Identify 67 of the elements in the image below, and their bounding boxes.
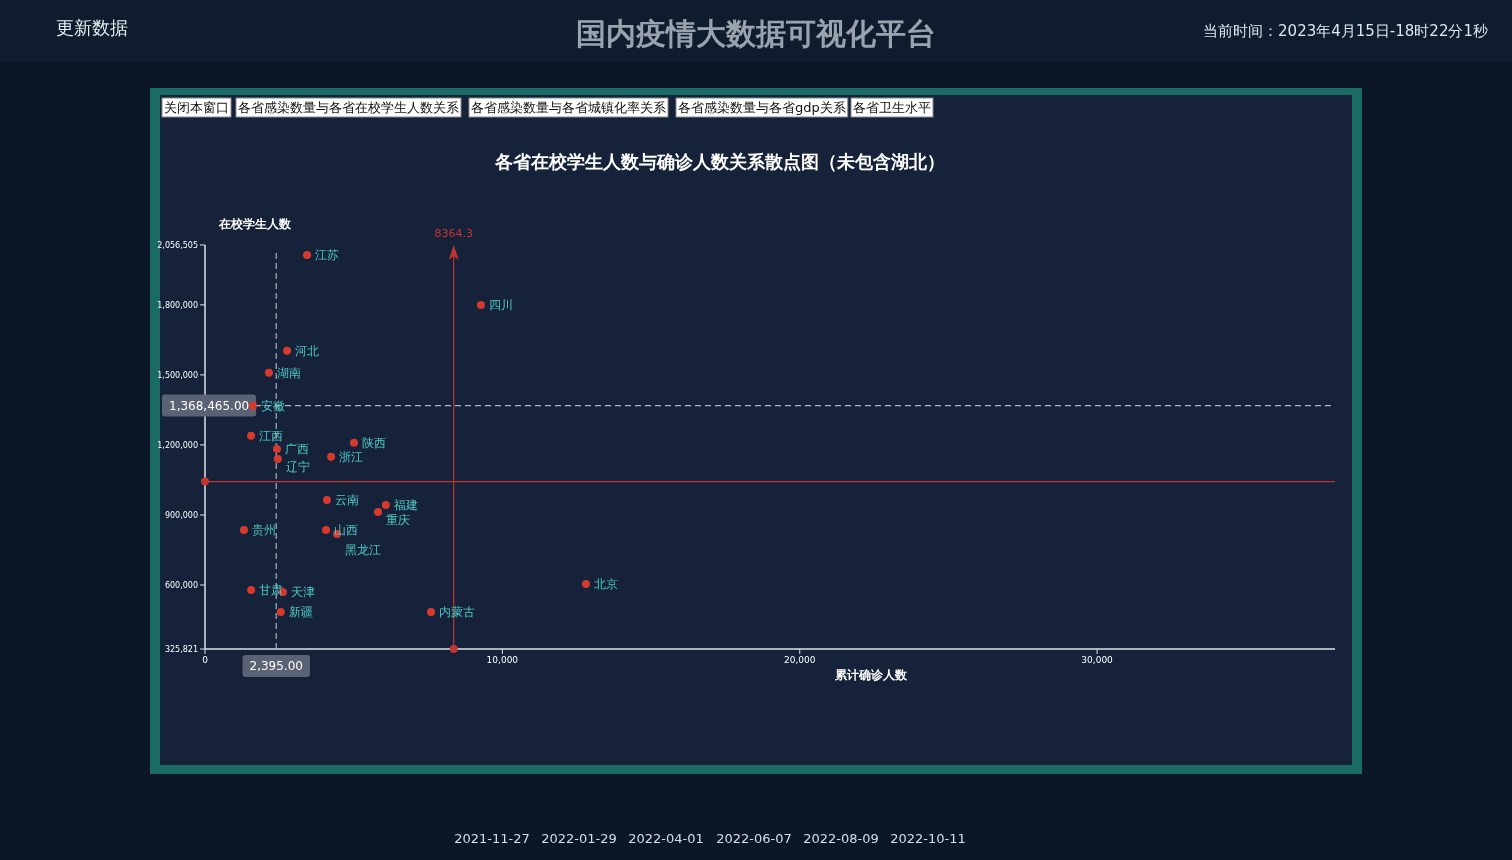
y-tick-label: 1,500,000 [157,370,198,380]
text: 各省感染数量与各省在校学生人数关系 [238,100,459,115]
point [283,346,292,355]
text: 2022-10-11 [890,831,966,846]
y-tick-label: 600,000 [164,581,198,590]
text: 各省感染数量与各省gdp关系 [678,100,846,115]
annotation: 北京 [593,577,618,592]
annotation: 福建 [393,497,418,512]
annotation: 云南 [334,493,359,508]
point [247,431,256,440]
annotation: 陕西 [361,435,386,450]
point [381,500,390,509]
point [327,452,336,461]
annotation: 天津 [290,585,315,599]
annotation: 黑龙江 [345,542,382,557]
point [427,608,435,617]
ref-line-label: 2,395.00 [249,659,303,673]
x-axis-title: 累计确诊人数 [834,668,908,682]
annotation: 河北 [295,343,320,358]
text: 2022-06-07 [716,831,792,846]
annotation: 重庆 [386,512,411,527]
x-tick-label: 10,000 [486,655,519,665]
point [239,525,248,534]
point [322,496,331,505]
annotation: 浙江 [339,449,364,464]
text: 各省感染数量与各省城镇化率关系 [471,100,666,115]
text: 国内疫情大数据可视化平台 [576,16,936,51]
text: 2021-11-27 [454,831,530,846]
x-tick-label: 30,000 [1081,655,1114,665]
ref-line-label: 8364.3 [434,227,473,240]
y-tick-label: 900,000 [164,510,198,520]
y-tick-label: 325,821 [164,645,198,654]
annotation: 新疆 [288,605,313,620]
point [247,585,256,594]
y-tick-label: 2,056,505 [157,241,198,250]
chart-title: 各省在校学生人数与确诊人数关系散点图（未包含湖北） [494,151,945,172]
point [264,368,273,377]
point [374,507,383,516]
text: 更新数据 [56,17,128,38]
annotation: 贵州 [251,522,276,537]
y-tick-label: 1,200,000 [157,440,198,450]
y-tick-label: 1,800,000 [157,300,198,310]
point [581,580,590,589]
text: 2022-04-01 [628,831,704,846]
annotation: 江苏 [315,247,339,262]
point [476,300,485,309]
x-tick-label: 0 [202,655,209,665]
annotation: 广西 [284,441,309,456]
annotation: 江西 [259,428,284,443]
point [322,525,331,534]
text: 当前时间：2023年4月15日-18时22分1秒 [1203,22,1488,40]
point [273,454,282,463]
text: 2022-01-29 [541,831,617,846]
text: 关闭本窗口 [164,100,229,115]
annotation: 辽宁 [285,459,310,474]
y-axis-title: 在校学生人数 [218,217,292,231]
point [276,608,285,617]
annotation: 四川 [488,297,513,312]
point [303,250,311,259]
ref-line-label: 1,368,465.00 [169,398,250,413]
text: 2022-08-09 [803,831,879,846]
text: 各省卫生水平 [853,100,931,115]
point [272,444,281,453]
annotation: 湖南 [276,365,301,380]
point [349,438,358,447]
x-tick-label: 20,000 [783,655,816,665]
annotation: 山西 [334,522,359,537]
